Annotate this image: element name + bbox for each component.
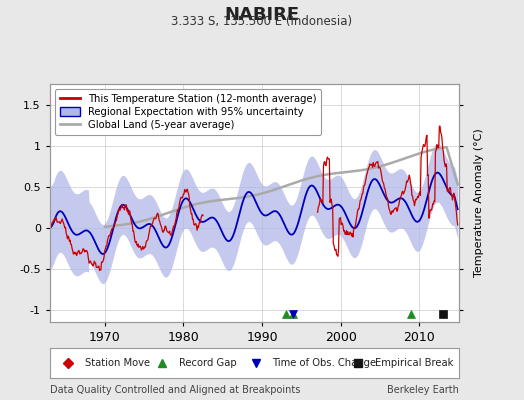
- Text: Time of Obs. Change: Time of Obs. Change: [272, 358, 377, 368]
- Text: Berkeley Earth: Berkeley Earth: [387, 385, 458, 395]
- Y-axis label: Temperature Anomaly (°C): Temperature Anomaly (°C): [474, 129, 485, 277]
- Text: Empirical Break: Empirical Break: [375, 358, 453, 368]
- Text: Data Quality Controlled and Aligned at Breakpoints: Data Quality Controlled and Aligned at B…: [50, 385, 300, 395]
- Legend: This Temperature Station (12-month average), Regional Expectation with 95% uncer: This Temperature Station (12-month avera…: [55, 89, 321, 135]
- Text: 3.333 S, 135.500 E (Indonesia): 3.333 S, 135.500 E (Indonesia): [171, 15, 353, 28]
- Text: Station Move: Station Move: [84, 358, 150, 368]
- Text: NABIRE: NABIRE: [224, 6, 300, 24]
- Text: Record Gap: Record Gap: [179, 358, 236, 368]
